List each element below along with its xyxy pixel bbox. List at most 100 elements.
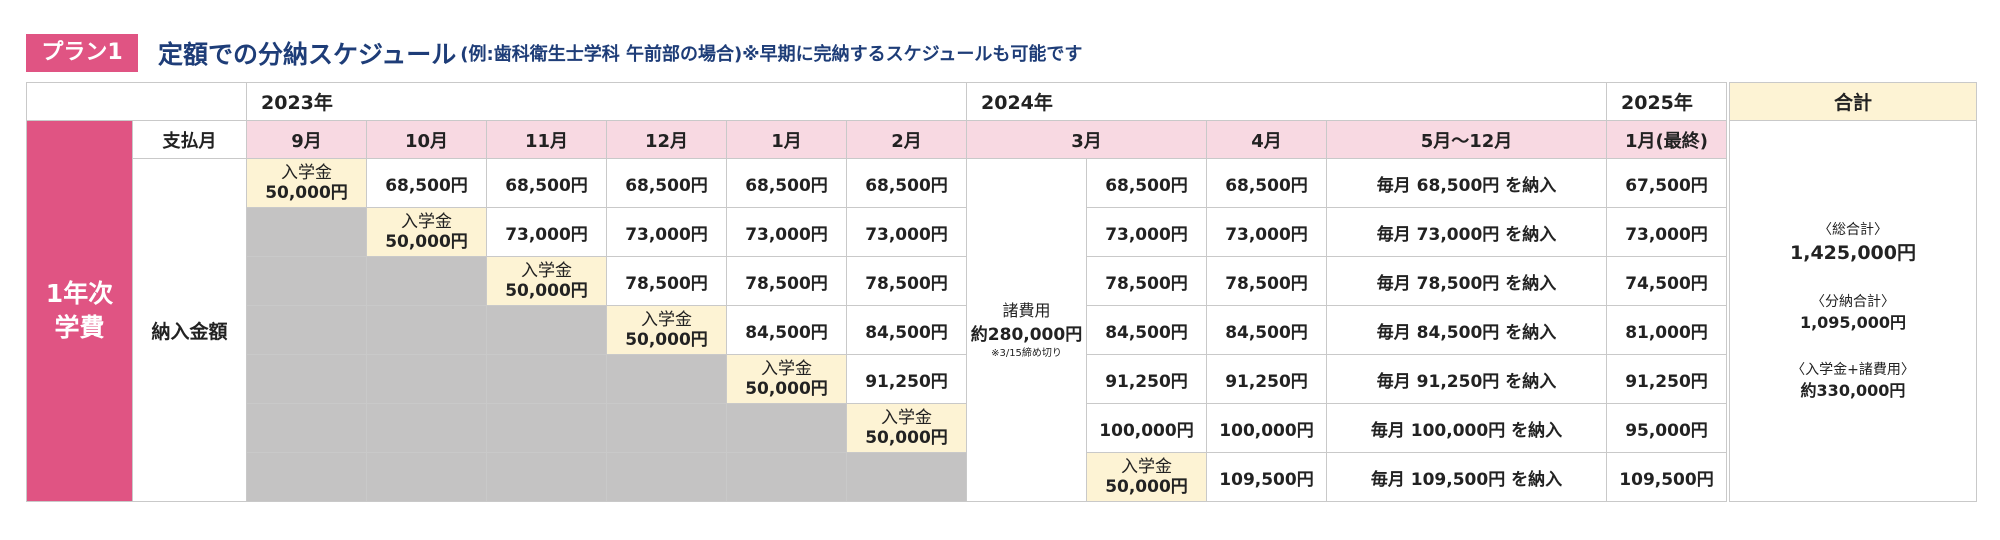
month-nov: 11月 [486,120,607,159]
amount-cell: 73,000円 [726,207,847,257]
empty-cell [486,305,607,355]
table-row: 入学金 50,000円 84,500円 84,500円 84,500円 84,50… [27,305,1977,355]
amount-cell: 91,250円 [1086,354,1207,404]
year-2023: 2023年 [246,82,967,121]
amount-cell: 78,500円 [1086,256,1207,306]
amount-cell: 68,500円 [486,158,607,208]
amount-cell: 73,000円 [846,207,967,257]
amount-cell: 84,500円 [1086,305,1207,355]
final-cell: 81,000円 [1606,305,1727,355]
monthly-cell: 毎月 73,000円 を納入 [1326,207,1607,257]
entrance-fee-cell: 入学金 50,000円 [846,403,967,453]
column-gap [1726,256,1730,306]
empty-cell [486,452,607,502]
pay-month-label: 支払月 [132,120,247,159]
month-oct: 10月 [366,120,487,159]
table-row: 入学金 50,000円 91,250円 91,250円 91,250円 毎月 91… [27,354,1977,404]
title-main: 定額での分納スケジュール [158,40,457,69]
installment-total-value: 1,095,000円 [1799,313,1907,332]
amount-cell: 73,000円 [606,207,727,257]
month-apr: 4月 [1206,120,1327,159]
column-gap [1726,403,1730,453]
totals-cell: 〈総合計〉 1,425,000円 〈分納合計〉 1,095,000円 〈入学金+… [1729,120,1977,502]
table-row: 入学金 50,000円 73,000円 73,000円 73,000円 73,00… [27,207,1977,257]
final-cell: 67,500円 [1606,158,1727,208]
total-header: 合計 [1729,82,1977,121]
entrance-fee-cell: 入学金 50,000円 [486,256,607,306]
empty-cell [246,305,367,355]
empty-cell [486,403,607,453]
month-mar: 3月 [966,120,1207,159]
empty-cell [246,256,367,306]
monthly-cell: 毎月 109,500円 を納入 [1326,452,1607,502]
amount-cell: 91,250円 [846,354,967,404]
month-jan-final: 1月(最終) [1606,120,1727,159]
amount-cell: 68,500円 [1206,158,1327,208]
month-sep: 9月 [246,120,367,159]
plan-badge: プラン1 [26,34,138,72]
misc-fee-amount: 約280,000円 [970,325,1083,345]
amount-cell: 68,500円 [606,158,727,208]
amount-cell: 109,500円 [1206,452,1327,502]
year-2025: 2025年 [1606,82,1727,121]
amount-cell: 68,500円 [1086,158,1207,208]
final-cell: 91,250円 [1606,354,1727,404]
header-corner [26,82,247,121]
amount-cell: 78,500円 [726,256,847,306]
monthly-cell: 毎月 100,000円 を納入 [1326,403,1607,453]
table-row: 入学金 50,000円 109,500円 毎月 109,500円 を納入 109,… [27,452,1977,502]
entrance-fee-cell: 入学金 50,000円 [606,305,727,355]
column-gap [1726,158,1730,208]
final-cell: 95,000円 [1606,403,1727,453]
amount-label: 納入金額 [132,158,247,502]
month-header-row: 1年次学費 支払月 9月 10月 11月 12月 1月 2月 3月 4月 5月〜… [26,120,1977,502]
title-sub: (例:歯科衛生士学科 午前部の場合)※早期に完納するスケジュールも可能です [460,44,1083,65]
column-gap [1726,305,1730,355]
amount-cell: 78,500円 [1206,256,1327,306]
first-year-tuition-label: 1年次学費 [26,120,133,502]
entrance-fee-cell: 入学金 50,000円 [246,158,367,208]
amount-cell: 91,250円 [1206,354,1327,404]
column-gap [1726,452,1730,502]
monthly-cell: 毎月 68,500円 を納入 [1326,158,1607,208]
misc-fee-note: ※3/15締め切り [991,348,1062,359]
entrance-fee-cell: 入学金 50,000円 [366,207,487,257]
empty-cell [366,403,487,453]
amount-cell: 84,500円 [726,305,847,355]
table-row: 入学金 50,000円 78,500円 78,500円 78,500円 78,50… [27,256,1977,306]
empty-cell [726,403,847,453]
misc-fee-label: 諸費用 [1002,301,1051,320]
month-jan: 1月 [726,120,847,159]
final-cell: 109,500円 [1606,452,1727,502]
empty-cell [606,354,727,404]
amount-cell: 68,500円 [846,158,967,208]
entrance-fee-cell: 入学金 50,000円 [1086,452,1207,502]
empty-cell [366,256,487,306]
misc-fee-cell: 諸費用 約280,000円 ※3/15締め切り [966,158,1087,502]
monthly-cell: 毎月 84,500円 を納入 [1326,305,1607,355]
month-feb: 2月 [846,120,967,159]
year-header-row: 2023年 2024年 2025年 合計 [26,82,1977,121]
empty-cell [366,305,487,355]
monthly-cell: 毎月 91,250円 を納入 [1326,354,1607,404]
empty-cell [366,354,487,404]
entrance-misc-value: 約330,000円 [1800,381,1906,400]
amount-cell: 100,000円 [1086,403,1207,453]
empty-cell [246,207,367,257]
final-cell: 74,500円 [1606,256,1727,306]
empty-cell [846,452,967,502]
empty-cell [366,452,487,502]
table-row: 納入金額 入学金 50,000円 68,500円 68,500円 68,500円 … [27,158,1977,502]
amount-cell: 84,500円 [1206,305,1327,355]
amount-cell: 78,500円 [846,256,967,306]
empty-cell [606,403,727,453]
table-row: 入学金 50,000円 100,000円 100,000円 毎月 100,000円… [27,403,1977,453]
amount-cell: 68,500円 [726,158,847,208]
empty-cell [486,354,607,404]
month-may-dec: 5月〜12月 [1326,120,1607,159]
entrance-fee-cell: 入学金 50,000円 [726,354,847,404]
empty-cell [726,452,847,502]
amount-cell: 84,500円 [846,305,967,355]
year-2024: 2024年 [966,82,1607,121]
entrance-misc-label: 〈入学金+諸費用〉 [1791,362,1915,378]
